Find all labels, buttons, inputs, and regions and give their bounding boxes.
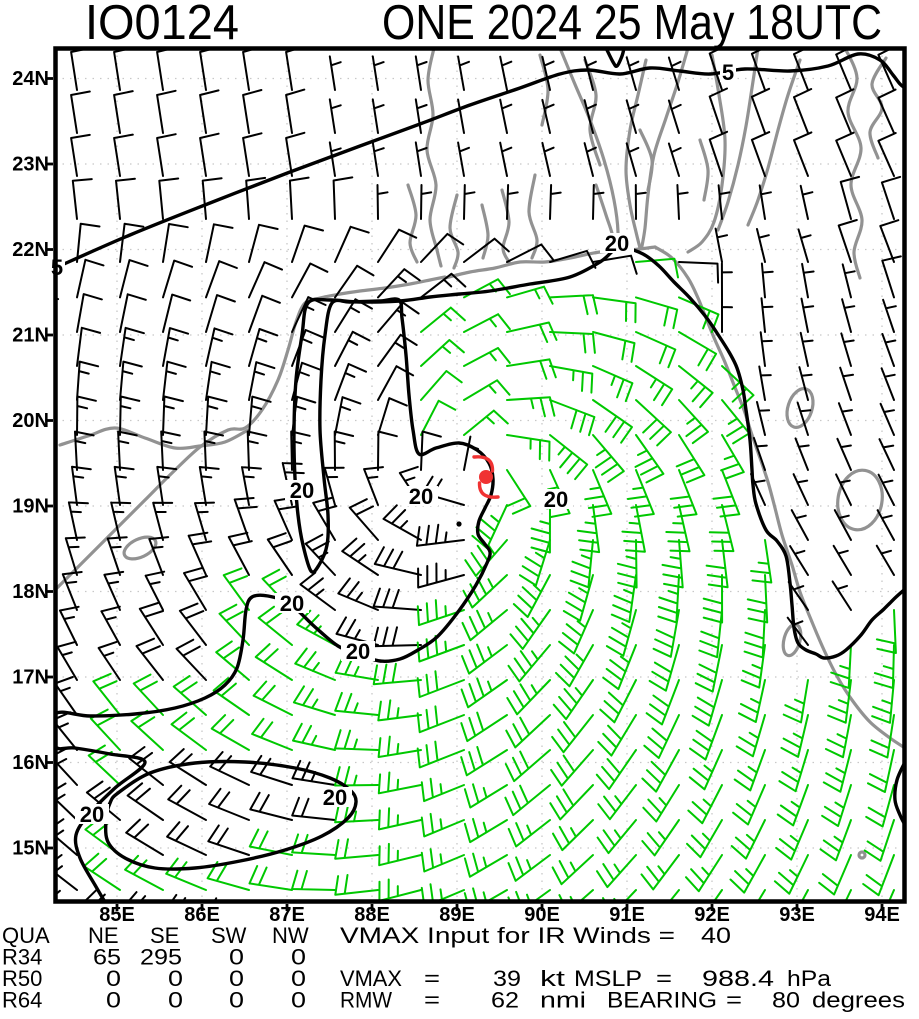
svg-text:40: 40 bbox=[701, 923, 731, 948]
svg-text:NW: NW bbox=[272, 923, 309, 948]
svg-text:295: 295 bbox=[140, 945, 182, 970]
svg-text:20: 20 bbox=[605, 231, 629, 256]
svg-text:16N: 16N bbox=[12, 752, 49, 774]
svg-text:0: 0 bbox=[168, 966, 183, 991]
svg-text:0: 0 bbox=[168, 988, 183, 1013]
svg-text:20: 20 bbox=[290, 478, 314, 503]
svg-text:0: 0 bbox=[291, 988, 306, 1013]
svg-text:20: 20 bbox=[544, 487, 568, 512]
svg-text:20: 20 bbox=[323, 785, 347, 810]
svg-text:20: 20 bbox=[346, 639, 370, 664]
svg-text:18N: 18N bbox=[12, 581, 49, 603]
svg-text:kt: kt bbox=[540, 966, 565, 991]
svg-text:15N: 15N bbox=[12, 838, 49, 860]
svg-text:=: = bbox=[424, 988, 440, 1013]
svg-text:=: = bbox=[424, 966, 440, 991]
svg-text:80: 80 bbox=[772, 988, 800, 1013]
svg-text:20: 20 bbox=[280, 591, 304, 616]
svg-text:91E: 91E bbox=[609, 904, 645, 926]
svg-text:89E: 89E bbox=[439, 904, 475, 926]
svg-text:92E: 92E bbox=[694, 904, 730, 926]
svg-text:17N: 17N bbox=[12, 667, 49, 689]
svg-text:0: 0 bbox=[106, 966, 121, 991]
svg-text:90E: 90E bbox=[524, 904, 560, 926]
svg-text:23N: 23N bbox=[12, 154, 49, 176]
svg-text:BEARING: BEARING bbox=[607, 988, 717, 1013]
svg-text:988.4: 988.4 bbox=[702, 966, 774, 991]
svg-text:degrees: degrees bbox=[812, 988, 905, 1013]
svg-text:24N: 24N bbox=[12, 68, 49, 90]
svg-text:5: 5 bbox=[722, 60, 734, 85]
svg-text:19N: 19N bbox=[12, 496, 49, 518]
svg-text:NE: NE bbox=[88, 923, 119, 948]
svg-text:IO0124: IO0124 bbox=[85, 0, 239, 50]
svg-text:SE: SE bbox=[150, 923, 179, 948]
svg-text:VMAX: VMAX bbox=[340, 966, 402, 991]
svg-text:0: 0 bbox=[229, 966, 244, 991]
svg-text:SW: SW bbox=[211, 923, 247, 948]
svg-text:0: 0 bbox=[291, 945, 306, 970]
svg-text:MSLP: MSLP bbox=[574, 966, 642, 991]
svg-text:0: 0 bbox=[291, 966, 306, 991]
svg-text:RMW: RMW bbox=[340, 988, 392, 1013]
svg-text:ONE 2024 25 May 18UTC: ONE 2024 25 May 18UTC bbox=[382, 0, 882, 50]
svg-text:QUA: QUA bbox=[2, 923, 50, 948]
svg-text:65: 65 bbox=[93, 945, 121, 970]
svg-text:0: 0 bbox=[229, 988, 244, 1013]
svg-text:88E: 88E bbox=[354, 904, 390, 926]
svg-text:86E: 86E bbox=[184, 904, 220, 926]
svg-text:0: 0 bbox=[229, 945, 244, 970]
svg-text:VMAX Input for IR Winds =: VMAX Input for IR Winds = bbox=[340, 923, 675, 948]
svg-text:93E: 93E bbox=[779, 904, 815, 926]
svg-text:=: = bbox=[726, 988, 742, 1013]
svg-text:20: 20 bbox=[409, 484, 433, 509]
svg-text:R50: R50 bbox=[2, 966, 42, 991]
svg-text:nmi: nmi bbox=[540, 988, 586, 1013]
svg-text:=: = bbox=[656, 966, 672, 991]
svg-text:R64: R64 bbox=[2, 988, 42, 1013]
svg-text:20N: 20N bbox=[12, 410, 49, 432]
svg-text:0: 0 bbox=[106, 988, 121, 1013]
svg-text:hPa: hPa bbox=[787, 966, 832, 991]
svg-text:87E: 87E bbox=[269, 904, 305, 926]
svg-text:94E: 94E bbox=[864, 904, 900, 926]
svg-text:62: 62 bbox=[491, 988, 519, 1013]
svg-text:20: 20 bbox=[80, 802, 104, 827]
svg-text:85E: 85E bbox=[99, 904, 135, 926]
svg-text:R34: R34 bbox=[2, 945, 42, 970]
svg-text:39: 39 bbox=[493, 966, 521, 991]
svg-text:21N: 21N bbox=[12, 325, 49, 347]
svg-text:22N: 22N bbox=[12, 239, 49, 261]
